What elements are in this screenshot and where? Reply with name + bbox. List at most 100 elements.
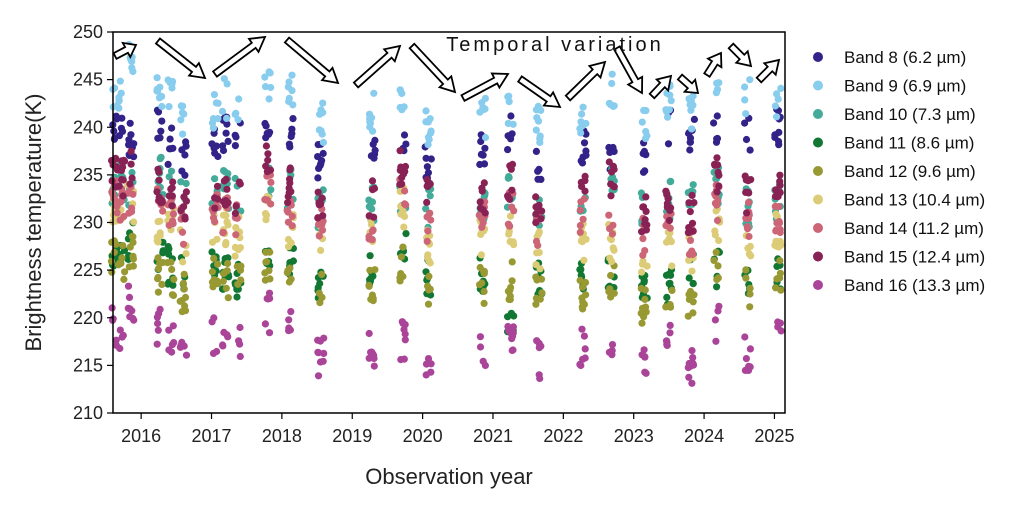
data-point xyxy=(607,271,615,280)
data-point xyxy=(182,179,190,188)
data-point xyxy=(422,360,431,368)
data-point xyxy=(223,120,231,128)
data-point xyxy=(479,219,487,227)
data-point xyxy=(686,146,694,154)
data-point xyxy=(504,119,512,127)
data-point xyxy=(638,319,646,327)
data-point xyxy=(115,182,123,190)
data-point xyxy=(213,182,222,190)
data-point xyxy=(236,340,244,348)
data-point xyxy=(605,143,613,152)
data-point xyxy=(210,91,218,99)
data-point xyxy=(365,203,373,211)
data-point xyxy=(263,258,271,266)
data-point xyxy=(638,268,646,276)
data-point xyxy=(112,112,120,120)
legend-marker xyxy=(813,251,823,262)
data-point xyxy=(222,284,230,292)
data-point xyxy=(690,115,699,123)
data-point xyxy=(236,352,244,361)
data-point xyxy=(686,208,694,216)
data-point xyxy=(237,262,245,270)
data-point xyxy=(223,218,231,226)
data-point xyxy=(582,151,590,159)
data-point xyxy=(158,102,166,111)
data-point xyxy=(576,276,584,284)
data-point xyxy=(126,119,134,127)
data-point xyxy=(582,119,590,128)
data-point xyxy=(263,129,271,137)
data-point xyxy=(607,180,615,188)
data-point xyxy=(579,103,587,111)
data-point xyxy=(688,219,697,227)
data-point xyxy=(208,119,217,127)
data-point xyxy=(578,110,586,118)
legend-marker xyxy=(813,166,823,176)
data-point xyxy=(607,101,615,109)
data-point xyxy=(535,344,543,352)
data-point xyxy=(666,301,674,309)
y-axis: 210 215 220 225 230 235 240 245 250 xyxy=(73,22,113,423)
data-point xyxy=(666,178,674,186)
data-point xyxy=(369,186,377,194)
y-tick-label: 250 xyxy=(73,22,103,42)
data-point xyxy=(685,199,693,207)
data-point xyxy=(713,134,722,143)
data-point xyxy=(169,322,177,330)
data-point xyxy=(287,308,295,316)
data-point xyxy=(423,198,431,206)
data-point xyxy=(154,108,163,116)
data-point xyxy=(477,150,485,158)
data-point xyxy=(158,92,166,100)
data-point xyxy=(179,240,188,248)
data-point xyxy=(745,198,753,206)
data-point xyxy=(125,209,133,217)
data-point xyxy=(181,151,189,159)
data-point xyxy=(168,265,176,274)
data-point xyxy=(210,254,218,262)
data-point xyxy=(773,113,781,121)
data-point xyxy=(235,95,243,103)
data-point xyxy=(264,295,272,303)
data-point xyxy=(506,238,514,246)
data-point xyxy=(504,194,512,202)
data-point xyxy=(426,115,434,123)
data-point xyxy=(507,309,515,317)
data-point xyxy=(231,209,239,217)
data-point xyxy=(711,231,720,239)
data-point xyxy=(580,256,588,264)
data-point xyxy=(370,213,378,221)
data-point xyxy=(532,193,540,201)
data-point xyxy=(214,195,222,203)
data-point xyxy=(314,349,322,357)
data-point xyxy=(743,209,751,217)
data-point xyxy=(115,132,123,140)
legend-label: Band 15 (12.4 µm) xyxy=(844,248,985,267)
data-point xyxy=(232,109,240,117)
data-point xyxy=(510,207,518,215)
data-point xyxy=(213,277,221,285)
data-point xyxy=(396,147,404,155)
data-point xyxy=(742,135,751,144)
data-point xyxy=(425,272,433,280)
data-point xyxy=(741,333,749,341)
data-point xyxy=(712,89,721,97)
data-point xyxy=(219,342,227,350)
data-point xyxy=(111,84,119,92)
data-point xyxy=(536,295,544,303)
data-point xyxy=(180,193,188,201)
data-point xyxy=(424,282,432,290)
data-point xyxy=(169,220,177,228)
data-point xyxy=(315,232,323,240)
data-point xyxy=(169,178,177,186)
trend-arrow xyxy=(564,60,607,102)
data-point xyxy=(773,275,781,283)
data-point xyxy=(168,348,176,356)
data-point xyxy=(508,258,516,266)
data-point xyxy=(776,189,784,197)
data-point xyxy=(538,289,546,297)
data-point xyxy=(232,231,240,239)
data-point xyxy=(232,133,240,141)
data-point xyxy=(664,140,673,148)
data-point xyxy=(771,133,779,141)
